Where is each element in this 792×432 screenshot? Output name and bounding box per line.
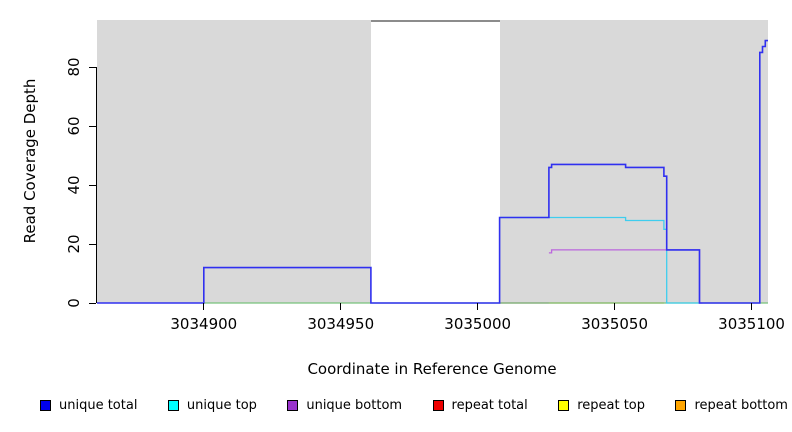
series-line-unique-total: [97, 39, 768, 304]
x-tick: [751, 303, 753, 310]
legend-item-repeat-top: repeat top: [558, 398, 645, 413]
legend-label: unique bottom: [306, 398, 403, 413]
legend-swatch-icon: [432, 400, 444, 411]
legend: unique total unique top unique bottom repea…: [40, 398, 788, 413]
y-tick-label: 40: [65, 175, 83, 195]
y-tick: [89, 243, 96, 245]
shaded-region-right: [499, 20, 768, 303]
x-tick-label: 3035050: [581, 315, 649, 333]
gap-top-line: [370, 20, 500, 22]
y-tick: [89, 184, 96, 186]
series-line-unique-bottom: [548, 249, 703, 304]
y-axis-line: [96, 67, 97, 303]
legend-label: repeat bottom: [694, 398, 788, 413]
shaded-region-left: [97, 20, 371, 303]
y-tick-label: 20: [65, 234, 83, 254]
legend-swatch-icon: [558, 400, 570, 411]
legend-swatch-icon: [675, 400, 687, 411]
legend-label: unique total: [59, 398, 138, 413]
x-tick-label: 3034900: [170, 315, 238, 333]
y-tick: [89, 125, 96, 127]
y-tick: [89, 66, 96, 68]
y-axis-title: Read Coverage Depth: [21, 78, 39, 244]
x-tick: [340, 303, 342, 310]
series-layer: [97, 39, 768, 304]
series-line-unique-top: [499, 216, 700, 304]
x-tick: [477, 303, 479, 310]
plot-area: [97, 20, 768, 304]
x-tick: [203, 303, 205, 310]
legend-swatch-icon: [287, 400, 299, 411]
y-tick-label: 80: [65, 57, 83, 77]
y-tick: [89, 302, 96, 304]
legend-item-unique-bottom: unique bottom: [287, 398, 402, 413]
legend-item-repeat-total: repeat total: [432, 398, 528, 413]
legend-swatch-icon: [167, 400, 179, 411]
legend-swatch-icon: [40, 400, 51, 411]
legend-item-unique-top: unique top: [167, 398, 257, 413]
legend-item-repeat-bottom: repeat bottom: [675, 398, 788, 413]
x-tick: [614, 303, 616, 310]
legend-label: repeat top: [577, 398, 645, 413]
legend-label: repeat total: [451, 398, 528, 413]
legend-item-unique-total: unique total: [40, 398, 137, 413]
x-tick-label: 3035100: [718, 315, 785, 333]
x-tick-label: 3035000: [444, 315, 512, 333]
x-tick-label: 3034950: [307, 315, 375, 333]
x-axis-title: Coordinate in Reference Genome: [307, 360, 557, 378]
legend-label: unique top: [186, 398, 257, 413]
y-tick-label: 0: [65, 298, 83, 308]
y-tick-label: 60: [65, 116, 83, 136]
